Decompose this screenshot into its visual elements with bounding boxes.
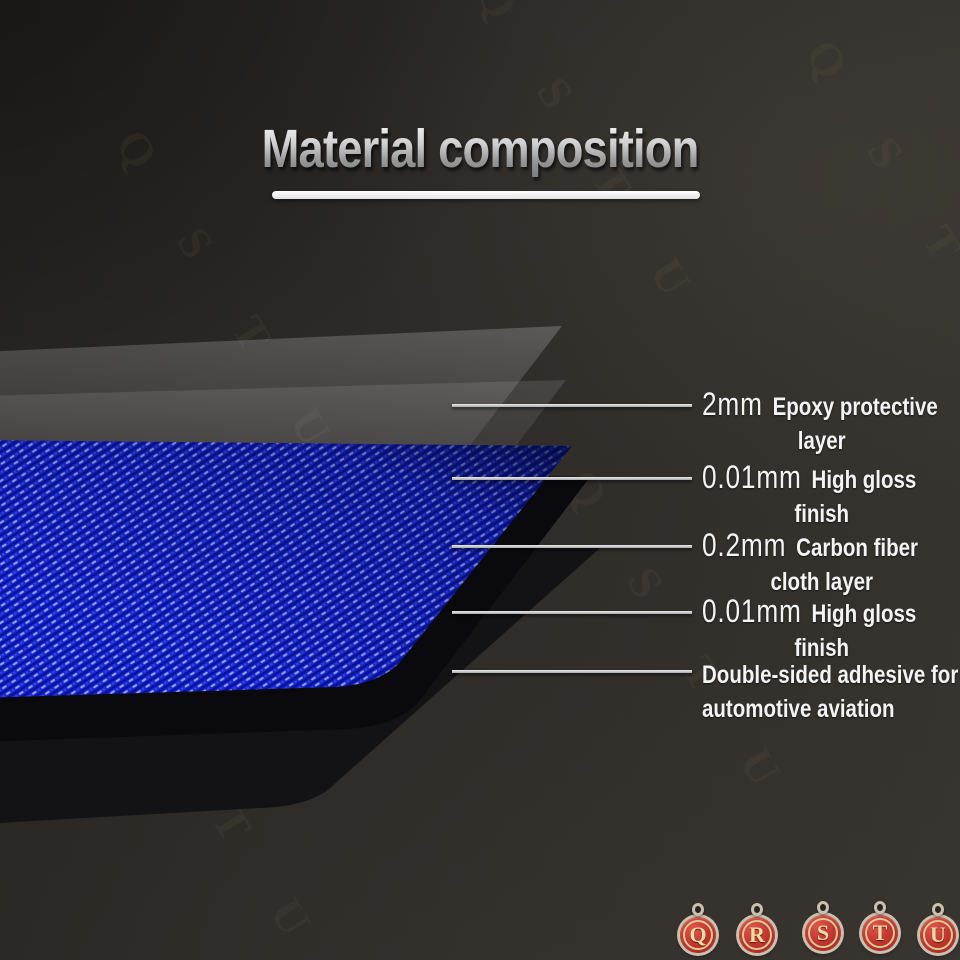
leader-line-gloss-bottom xyxy=(452,611,692,614)
charm-loop-icon xyxy=(817,901,829,914)
layer-label-gloss-bottom: 0.01mm High gloss finish xyxy=(702,593,941,664)
charm-letter: R xyxy=(742,920,772,950)
layer-name-line2: layer xyxy=(797,427,846,455)
leader-line-adhesive xyxy=(452,670,692,673)
layer-measurement: 0.01mm xyxy=(702,459,802,495)
letter-charm-t: T xyxy=(862,901,898,951)
layer-label-gloss-top: 0.01mm High gloss finish xyxy=(702,459,941,530)
charm-letter: S xyxy=(808,918,838,948)
letter-charm-u: U xyxy=(920,903,956,953)
leader-line-carbon-fiber xyxy=(452,545,692,548)
leader-line-gloss-top xyxy=(452,477,692,480)
layer-label-carbon-fiber: 0.2mm Carbon fiber cloth layer xyxy=(702,527,941,598)
letter-charm-s: S xyxy=(805,901,841,951)
layer-measurement: 0.01mm xyxy=(702,593,802,629)
layer-name: High gloss xyxy=(811,600,917,628)
layer-name: High gloss xyxy=(811,466,917,494)
letter-charm-r: R xyxy=(739,903,775,953)
layer-measurement: 2mm xyxy=(702,386,763,422)
layer-name: Epoxy protective xyxy=(772,393,938,421)
layer-name: Double-sided adhesive for xyxy=(702,661,959,689)
charm-letter: U xyxy=(923,920,953,950)
letter-charm-q: Q xyxy=(680,903,716,953)
layer-name-line2: finish xyxy=(794,634,850,662)
layer-name-line2: cloth layer xyxy=(770,568,873,596)
layer-label-epoxy: 2mm Epoxy protective layer xyxy=(702,386,941,457)
layer-label-adhesive: Double-sided adhesive for automotive avi… xyxy=(702,660,958,725)
layer-name-line2: automotive aviation xyxy=(702,695,895,723)
layer-name-line2: finish xyxy=(794,500,850,528)
layer-measurement: 0.2mm xyxy=(702,527,787,563)
charm-loop-icon xyxy=(874,901,886,914)
charm-loop-icon xyxy=(692,903,704,916)
layer-name: Carbon fiber xyxy=(796,534,919,562)
page-title: Material composition xyxy=(261,119,700,179)
charm-letter: T xyxy=(865,918,895,948)
charm-loop-icon xyxy=(932,903,944,916)
charm-loop-icon xyxy=(751,903,763,916)
title-underline xyxy=(272,191,700,199)
leader-line-epoxy xyxy=(452,404,692,407)
charm-letter: Q xyxy=(683,920,713,950)
carbon-fiber-sheet-shading xyxy=(0,440,572,698)
